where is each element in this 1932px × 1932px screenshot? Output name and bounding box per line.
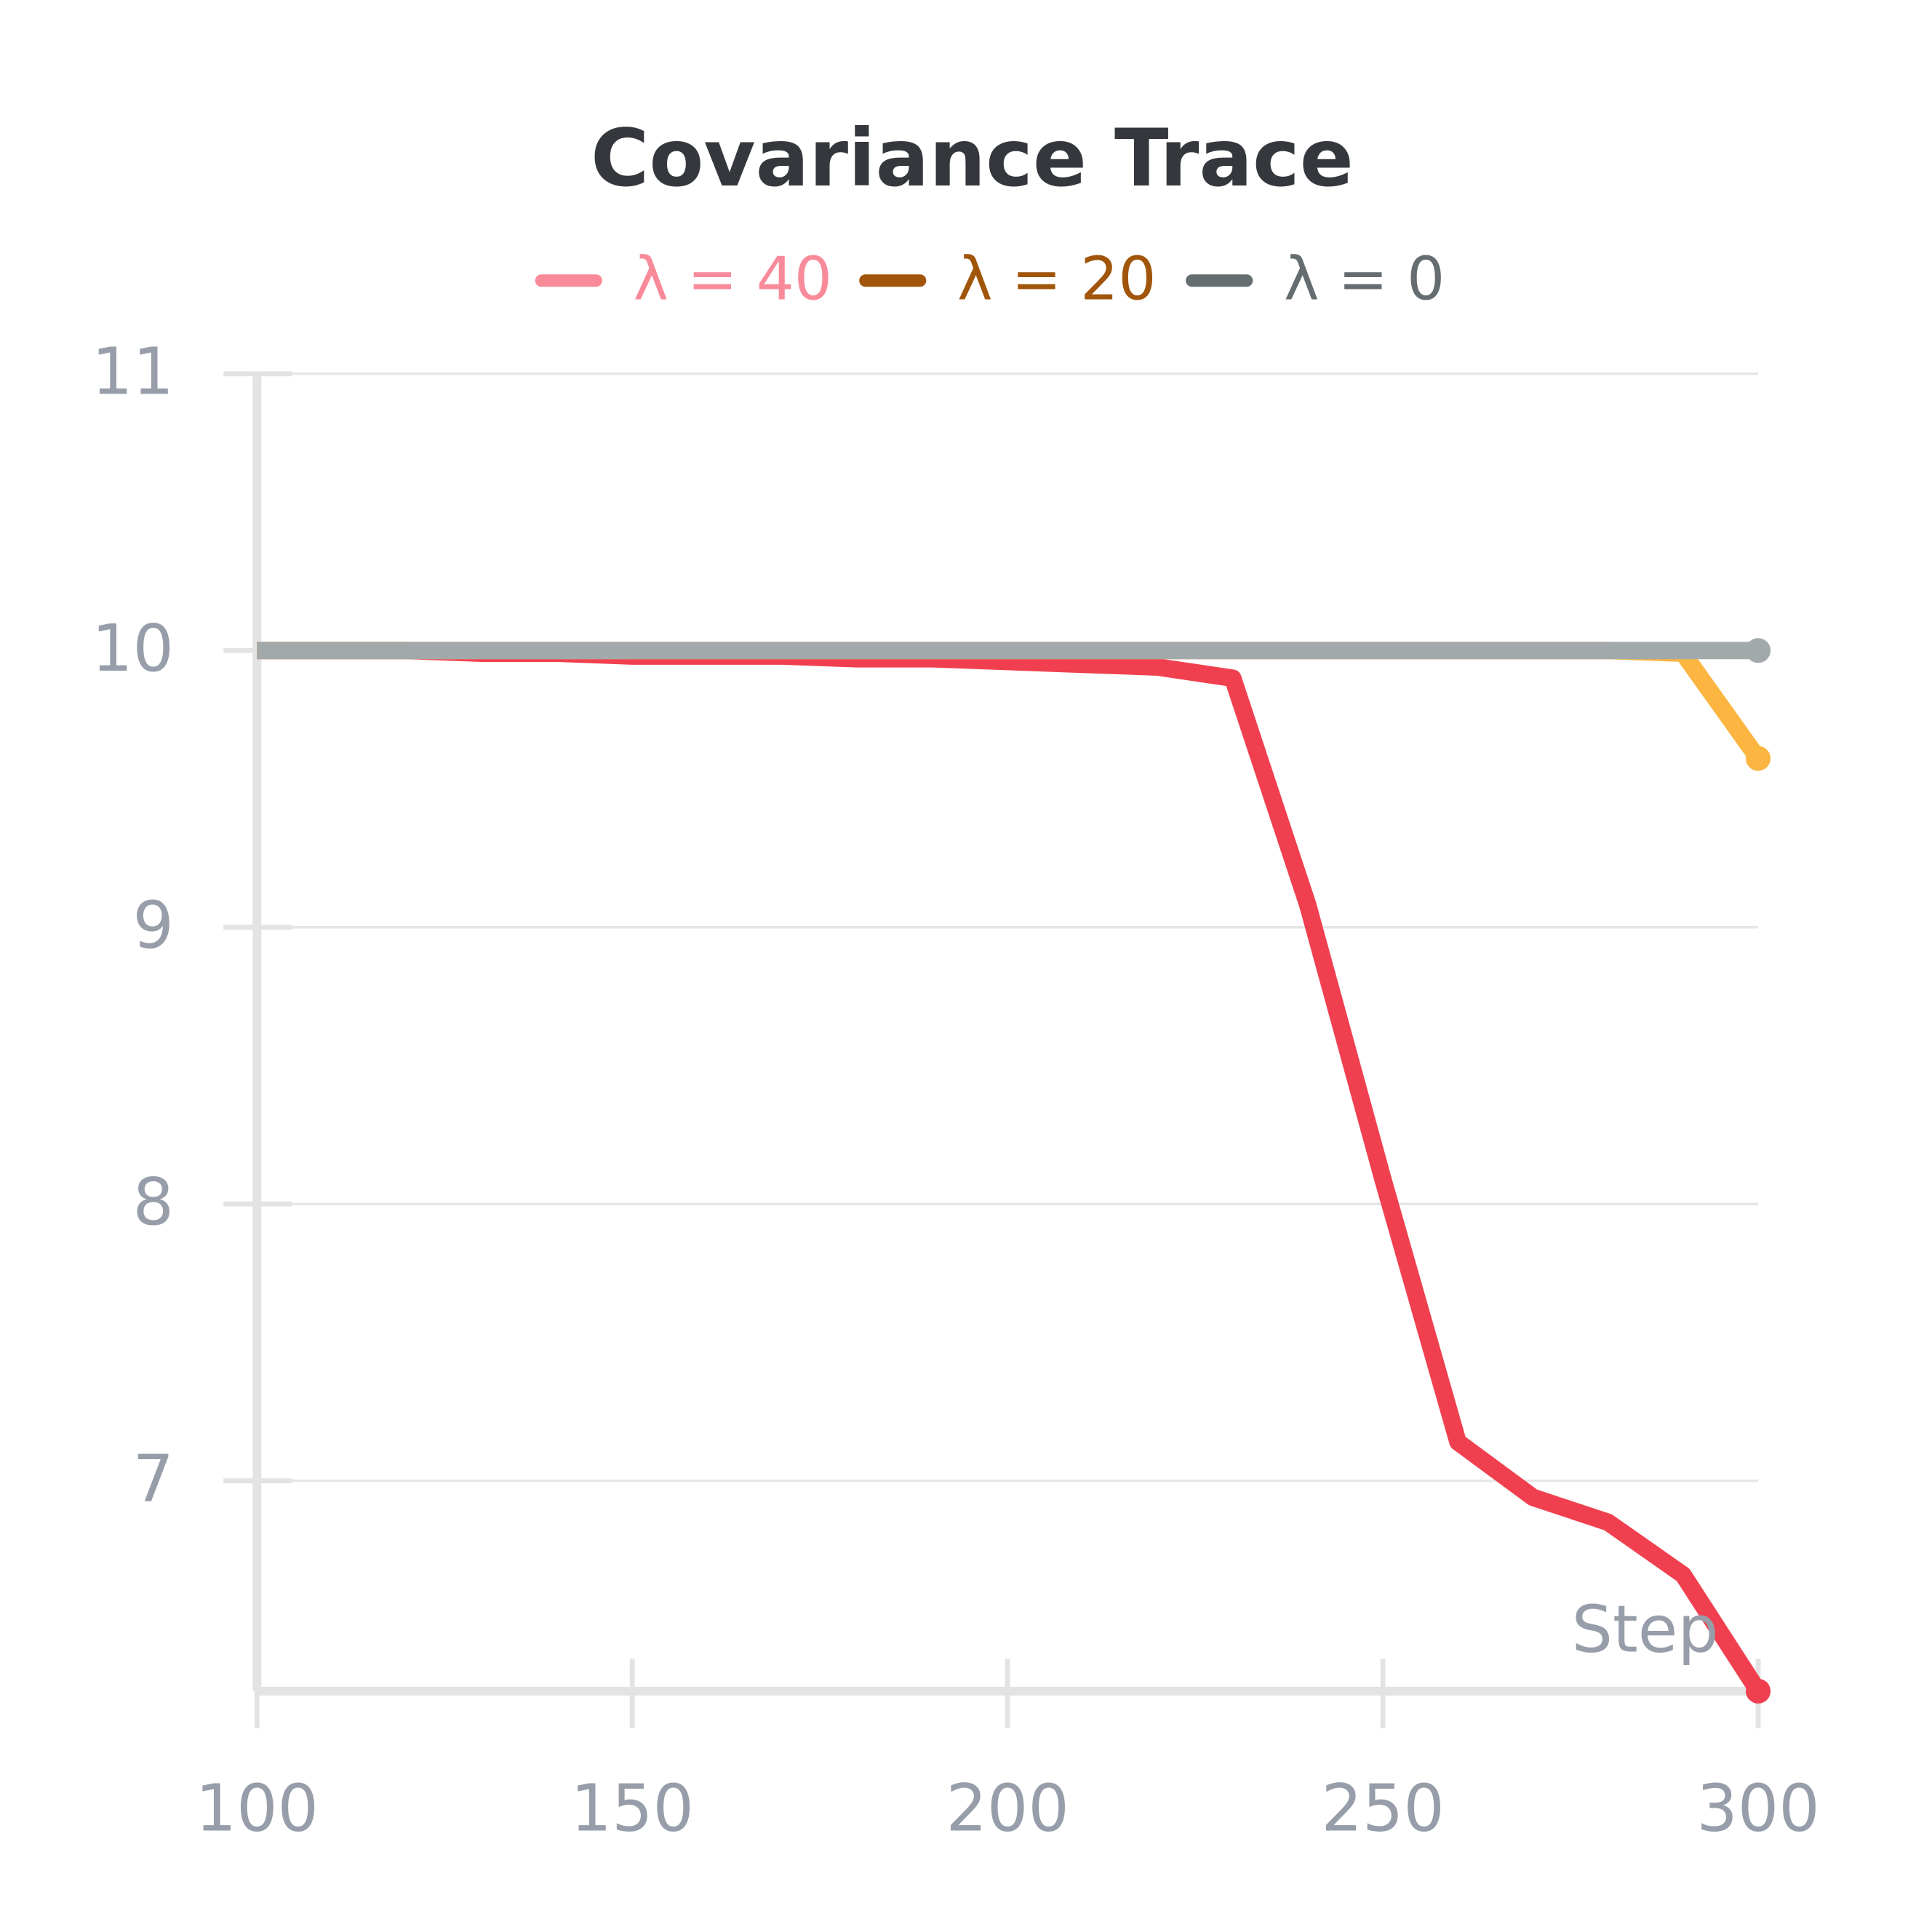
legend: λ = 40 λ = 20 λ = 0 bbox=[535, 245, 1445, 314]
x-tick-label: 200 bbox=[946, 1771, 1069, 1846]
y-tick-label: 9 bbox=[133, 888, 174, 963]
end-dot bbox=[1745, 1678, 1771, 1704]
x-tick-label: 150 bbox=[571, 1771, 694, 1846]
y-tick-label: 11 bbox=[92, 335, 174, 410]
y-tick-label: 8 bbox=[133, 1165, 174, 1240]
legend-label: λ = 0 bbox=[1284, 245, 1445, 314]
x-tick-label: 250 bbox=[1321, 1771, 1444, 1846]
x-tick-label: 100 bbox=[196, 1771, 319, 1846]
legend-label: λ = 40 bbox=[634, 245, 832, 314]
legend-label: λ = 20 bbox=[957, 245, 1156, 314]
chart-title: Covariance Trace bbox=[591, 112, 1354, 204]
plot-area: 7 8 9 10 11 100 150 200 250 300 Step bbox=[92, 335, 1820, 1846]
x-axis-label: Step bbox=[1572, 1592, 1719, 1667]
y-tick-label: 7 bbox=[133, 1442, 174, 1517]
end-dot bbox=[1745, 746, 1771, 771]
x-tick-label: 300 bbox=[1696, 1771, 1819, 1846]
y-tick-label: 10 bbox=[92, 611, 174, 686]
end-dot bbox=[1745, 638, 1771, 663]
line-series bbox=[257, 642, 1766, 1696]
